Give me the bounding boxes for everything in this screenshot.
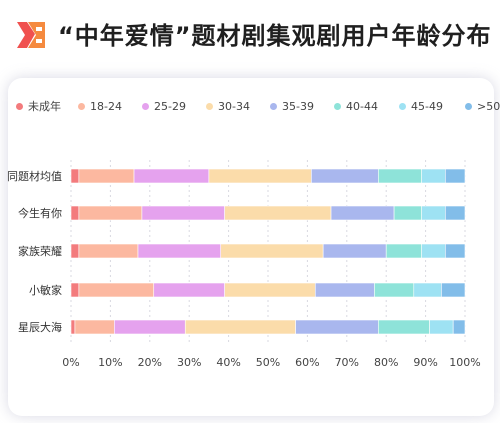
legend-label: 25-29 [154, 99, 186, 113]
bar-segment [70, 282, 80, 298]
legend-item: 35-39 [270, 96, 314, 116]
bar-segment [137, 243, 222, 259]
legend-swatch [206, 102, 213, 110]
bar-segment [374, 282, 415, 298]
legend-swatch [465, 102, 472, 110]
x-tick-label: 90% [413, 356, 437, 369]
legend-label: 30-34 [218, 99, 250, 113]
bar-segment [444, 168, 466, 184]
legend-item: 40-44 [334, 96, 378, 116]
video-logo-icon [17, 22, 45, 48]
bar-segment [330, 205, 395, 221]
bar-segment [78, 243, 139, 259]
bar-segment [224, 282, 316, 298]
bar-segment [444, 243, 466, 259]
bar-segment [153, 282, 225, 298]
chart-legend: 未成年 18-24 25-29 30-34 35-39 40-44 45-49 >50 [16, 96, 500, 116]
x-tick-label: 50% [256, 356, 280, 369]
category-label: 今生有你 [18, 206, 62, 220]
bar-segment [78, 282, 155, 298]
header: “中年爱情”题材剧集观剧用户年龄分布 [14, 14, 491, 58]
legend-label: 35-39 [282, 99, 314, 113]
bar-segment [421, 243, 446, 259]
legend-swatch [334, 102, 341, 110]
legend-label: 18-24 [90, 99, 122, 113]
legend-swatch [78, 102, 85, 110]
bar-segment [295, 319, 379, 335]
category-label: 家族荣耀 [18, 244, 62, 258]
bar-segment [70, 243, 80, 259]
legend-label: 未成年 [28, 100, 61, 113]
legend-item: 45-49 [399, 96, 443, 116]
legend-item: 未成年 [16, 96, 61, 116]
bar-segment [452, 319, 466, 335]
legend-swatch [142, 102, 149, 110]
bar-segment [70, 319, 76, 335]
bar-segment [78, 205, 143, 221]
bar-segment [311, 168, 379, 184]
legend-label: >50 [477, 99, 500, 113]
category-label: 小敏家 [29, 283, 62, 297]
bar-segment [322, 243, 387, 259]
x-tick-label: 40% [216, 356, 240, 369]
x-tick-label: 100% [449, 356, 480, 369]
x-tick-label: 60% [295, 356, 319, 369]
bar-segment [421, 168, 446, 184]
page-title: “中年爱情”题材剧集观剧用户年龄分布 [58, 22, 492, 50]
bar-segment [441, 282, 466, 298]
bar-segment [114, 319, 186, 335]
legend-label: 45-49 [411, 99, 443, 113]
x-tick-label: 20% [138, 356, 162, 369]
legend-item: 18-24 [78, 96, 122, 116]
category-label: 同题材均值 [7, 169, 62, 183]
x-tick-label: 70% [335, 356, 359, 369]
bar-segment [385, 243, 422, 259]
bar-segment [184, 319, 296, 335]
x-tick-label: 0% [62, 356, 79, 369]
bar-segment [74, 319, 115, 335]
bar-segment [444, 205, 466, 221]
bar-segment [141, 205, 225, 221]
legend-swatch [399, 102, 406, 110]
bar-segment [421, 205, 446, 221]
legend-label: 40-44 [346, 99, 378, 113]
x-tick-label: 80% [374, 356, 398, 369]
bar-segment [208, 168, 312, 184]
bar-segment [133, 168, 210, 184]
bar-segment [70, 168, 80, 184]
legend-swatch [270, 102, 277, 110]
legend-swatch [16, 102, 23, 110]
legend-item: 25-29 [142, 96, 186, 116]
bar-segment [413, 282, 442, 298]
category-label: 星辰大海 [18, 320, 62, 334]
x-tick-label: 30% [177, 356, 201, 369]
bar-segment [378, 319, 430, 335]
x-tick-label: 10% [98, 356, 122, 369]
bar-segment [70, 205, 80, 221]
legend-item: 30-34 [206, 96, 250, 116]
legend-item: >50 [465, 96, 500, 116]
bar-segment [378, 168, 422, 184]
bar-segment [314, 282, 375, 298]
bar-segment [224, 205, 332, 221]
bar-segment [393, 205, 422, 221]
bar-segment [429, 319, 454, 335]
bar-segment [78, 168, 135, 184]
bar-segment [220, 243, 324, 259]
